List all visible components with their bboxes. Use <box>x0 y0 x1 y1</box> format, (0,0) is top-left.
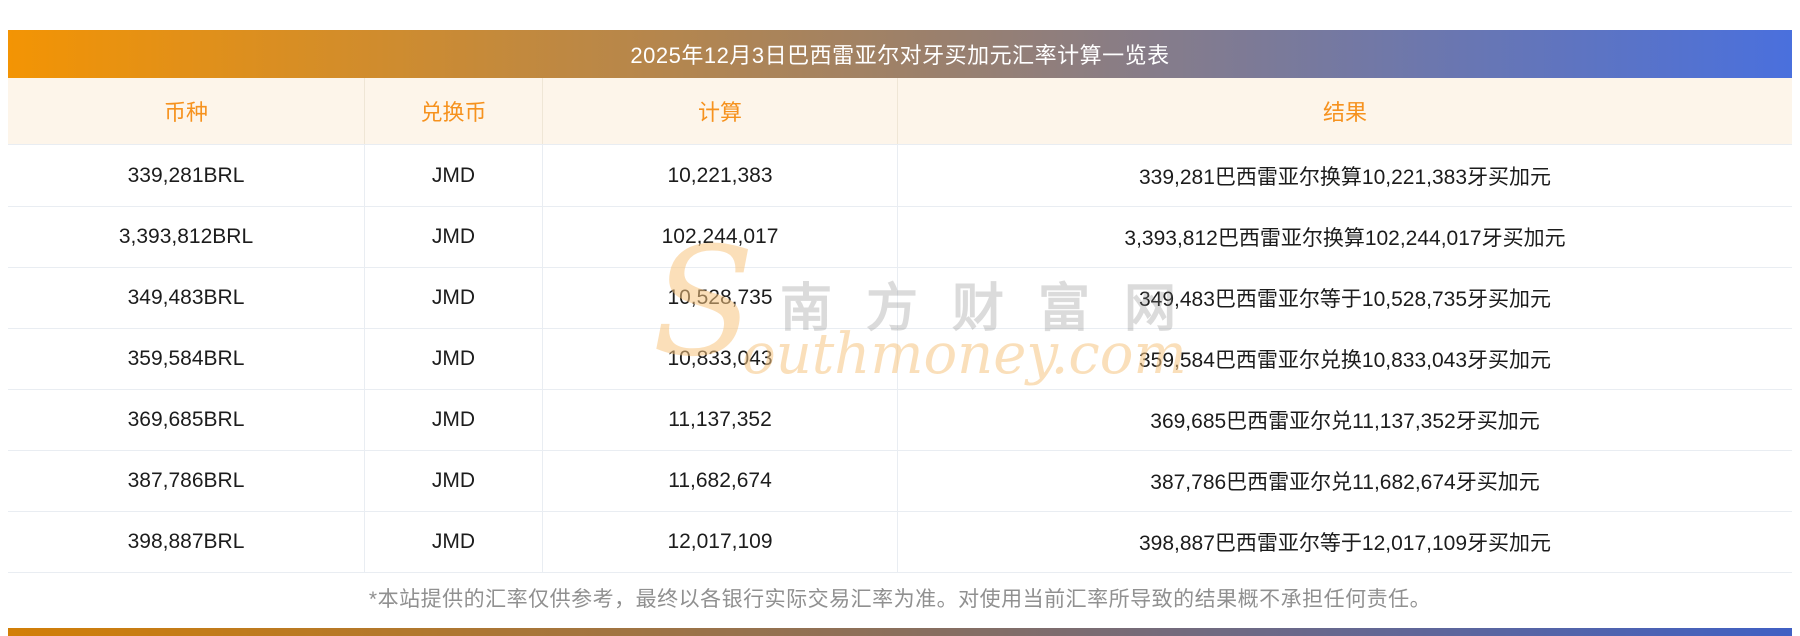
cell-result: 387,786巴西雷亚尔兑11,682,674牙买加元 <box>1150 471 1540 494</box>
table-header-row: 币种 兑换币 计算 结果 <box>8 78 1792 144</box>
cell-currency: 398,887BRL <box>8 512 365 572</box>
cell-result: 369,685巴西雷亚尔兑11,137,352牙买加元 <box>1150 410 1540 433</box>
cell-exchange: JMD <box>365 512 543 572</box>
cell-currency: 349,483BRL <box>8 268 365 328</box>
bottom-gradient-strip <box>8 628 1792 636</box>
cell-calc: 11,137,352 <box>543 390 898 450</box>
cell-result: 359,584巴西雷亚尔兑换10,833,043牙买加元 <box>1138 349 1551 372</box>
cell-exchange: JMD <box>365 145 543 206</box>
cell-calc: 10,833,043 <box>543 329 898 389</box>
disclaimer-text: *本站提供的汇率仅供参考，最终以各银行实际交易汇率为准。对使用当前汇率所导致的结… <box>368 587 1432 611</box>
cell-exchange: JMD <box>365 268 543 328</box>
table-row: 349,483BRL JMD 10,528,735 349,483巴西雷亚尔等于… <box>8 267 1792 328</box>
table-row: 387,786BRL JMD 11,682,674 387,786巴西雷亚尔兑1… <box>8 450 1792 511</box>
column-header-currency: 币种 <box>8 78 365 144</box>
cell-currency: 339,281BRL <box>8 145 365 206</box>
cell-calc: 10,528,735 <box>543 268 898 328</box>
column-header-exchange: 兑换币 <box>365 78 543 144</box>
cell-calc: 10,221,383 <box>543 145 898 206</box>
table-row: 339,281BRL JMD 10,221,383 339,281巴西雷亚尔换算… <box>8 145 1792 206</box>
title-bar: 2025年12月3日巴西雷亚尔对牙买加元汇率计算一览表 <box>8 30 1792 78</box>
cell-calc: 12,017,109 <box>543 512 898 572</box>
cell-exchange: JMD <box>365 390 543 450</box>
cell-exchange: JMD <box>365 207 543 267</box>
cell-result: 349,483巴西雷亚尔等于10,528,735牙买加元 <box>1138 288 1551 311</box>
cell-calc: 11,682,674 <box>543 451 898 511</box>
cell-exchange: JMD <box>365 329 543 389</box>
cell-currency: 3,393,812BRL <box>8 207 365 267</box>
exchange-rate-table: 币种 兑换币 计算 结果 339,281BRL JMD 10,221,383 3… <box>8 78 1792 573</box>
cell-result: 3,393,812巴西雷亚尔换算102,244,017牙买加元 <box>1124 227 1566 250</box>
cell-result: 398,887巴西雷亚尔等于12,017,109牙买加元 <box>1138 532 1551 555</box>
table-body: 339,281BRL JMD 10,221,383 339,281巴西雷亚尔换算… <box>8 144 1792 573</box>
table-row: 369,685BRL JMD 11,137,352 369,685巴西雷亚尔兑1… <box>8 389 1792 450</box>
cell-result: 339,281巴西雷亚尔换算10,221,383牙买加元 <box>1138 165 1551 189</box>
cell-calc: 102,244,017 <box>543 207 898 267</box>
cell-exchange: JMD <box>365 451 543 511</box>
table-row: 359,584BRL JMD 10,833,043 359,584巴西雷亚尔兑换… <box>8 328 1792 389</box>
column-header-result: 结果 <box>1322 100 1367 125</box>
column-header-calc: 计算 <box>543 78 898 144</box>
cell-currency: 387,786BRL <box>8 451 365 511</box>
table-row: 398,887BRL JMD 12,017,109 398,887巴西雷亚尔等于… <box>8 511 1792 572</box>
cell-currency: 359,584BRL <box>8 329 365 389</box>
cell-currency: 369,685BRL <box>8 390 365 450</box>
table-row: 3,393,812BRL JMD 102,244,017 3,393,812巴西… <box>8 206 1792 267</box>
page-title: 2025年12月3日巴西雷亚尔对牙买加元汇率计算一览表 <box>630 43 1170 68</box>
